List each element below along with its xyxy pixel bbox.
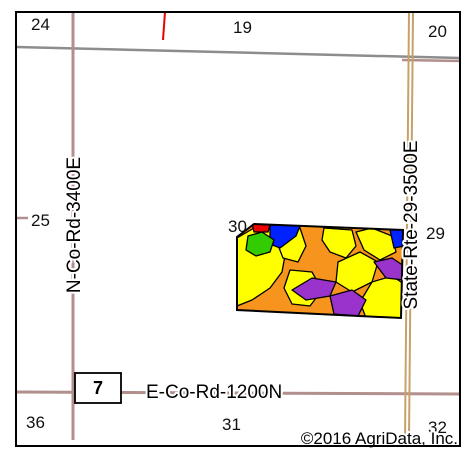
section-line-northeast [401, 58, 461, 63]
svg-text:State-Rte-29-3500E: State-Rte-29-3500E [401, 141, 422, 310]
route-shield [74, 372, 122, 404]
svg-text:N-Co-Rd-3400E: N-Co-Rd-3400E [64, 157, 85, 293]
section-25: 25 [31, 211, 50, 230]
section-line-north [15, 45, 461, 60]
soil-purple-center [291, 277, 337, 301]
section-31: 31 [222, 415, 241, 434]
soil-purple-south [329, 289, 367, 317]
map-frame [15, 11, 461, 447]
road-label-west-group: N-Co-Rd-3400E N-Co-Rd-3400E [62, 155, 87, 295]
red-survey-mark [162, 11, 166, 41]
field-boundary [236, 222, 405, 320]
section-19: 19 [233, 18, 252, 37]
section-24: 24 [31, 15, 50, 34]
road-label-n-co-rd-3400e: N-Co-Rd-3400E [64, 157, 85, 293]
section-29: 29 [426, 224, 445, 243]
section-20: 20 [428, 22, 447, 41]
road-label-state-rte-29: State-Rte-29-3500E [401, 141, 422, 310]
road-label-state-group: State-Rte-29-3500E State-Rte-29-3500E [399, 139, 424, 312]
route-shield-number: 7 [93, 378, 103, 398]
state-route-line-right [408, 11, 414, 441]
field-soil-polygons[interactable] [230, 220, 410, 325]
soil-purple-east [373, 257, 403, 281]
section-36: 36 [26, 413, 45, 432]
svg-text:E-Co-Rd-1200N: E-Co-Rd-1200N [146, 382, 282, 403]
state-route-line-left [404, 11, 410, 441]
road-label-e-co-rd-1200n: E-Co-Rd-1200N [146, 382, 282, 403]
section-30: 30 [228, 217, 247, 236]
section-32: 32 [428, 418, 447, 437]
copyright-text: ©2016 AgriData, Inc. [301, 429, 458, 448]
svg-text:©2016 AgriData, Inc.: ©2016 AgriData, Inc. [301, 429, 458, 448]
